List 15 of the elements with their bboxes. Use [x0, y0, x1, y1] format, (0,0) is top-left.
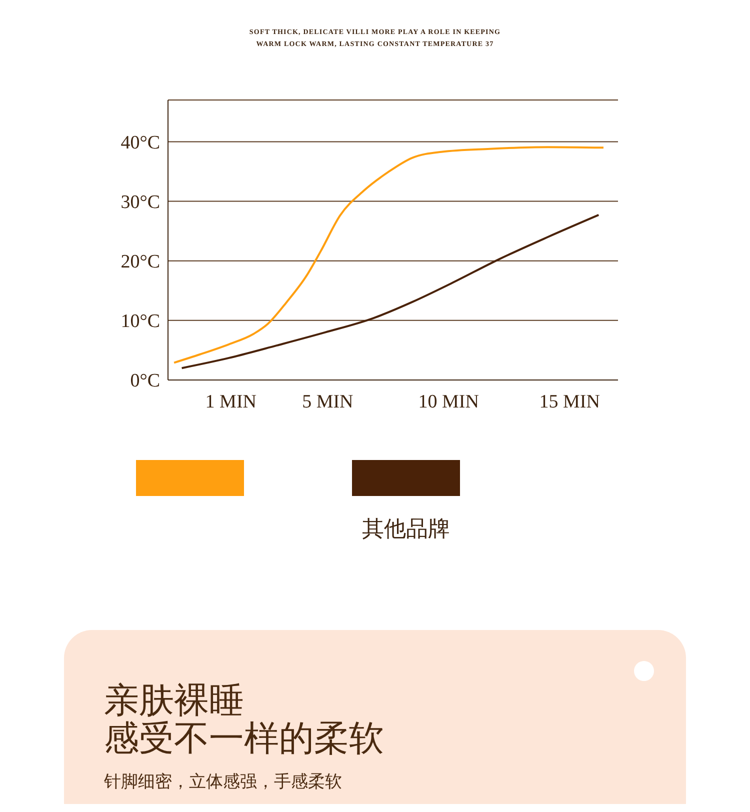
y-tick-label: 10°C	[120, 311, 160, 332]
x-tick-label: 1 MIN	[205, 391, 257, 412]
x-tick-label: 15 MIN	[539, 391, 600, 412]
y-tick-label: 40°C	[120, 132, 160, 154]
text: 针脚细密，立体感强，手感柔软	[104, 771, 343, 794]
y-tick-label: 30°C	[120, 192, 160, 214]
y-tick-label: 0°C	[130, 370, 160, 392]
legend-label: 其他品牌	[362, 516, 450, 544]
text: 亲肤裸睡	[104, 681, 245, 720]
x-tick-label: 5 MIN	[302, 391, 354, 412]
text: 感受不一样的柔软	[104, 719, 384, 758]
x-tick-label: 10 MIN	[418, 391, 480, 412]
line-series	[180, 214, 600, 370]
line-series	[173, 146, 604, 364]
y-tick-label: 20°C	[120, 252, 160, 273]
